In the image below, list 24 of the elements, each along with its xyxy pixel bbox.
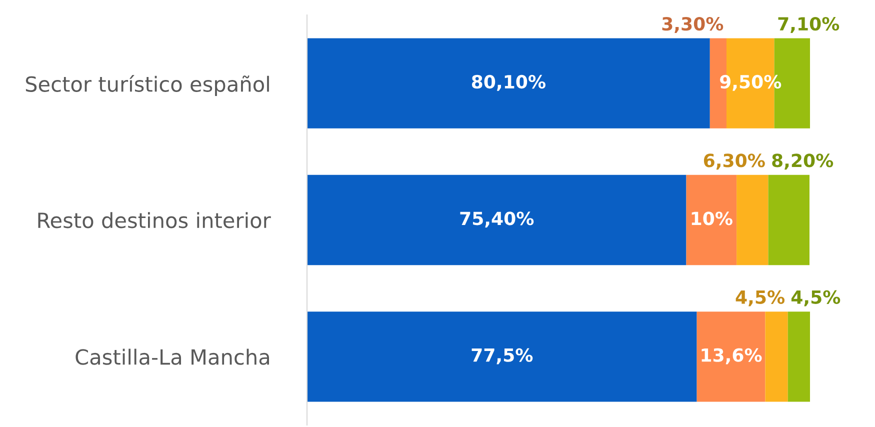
data-label: 3,30% (662, 16, 724, 33)
data-label: 9,50% (720, 74, 782, 91)
bar (768, 174, 810, 266)
data-label: 4,5% (791, 290, 840, 306)
bar (307, 312, 697, 402)
data-label: 13,6% (702, 348, 762, 364)
data-label: 7,10% (778, 16, 840, 33)
data-label: 80,10% (472, 74, 546, 91)
bar (696, 312, 766, 402)
data-label: 10% (692, 212, 732, 226)
y-tick-label: Castilla-La Mancha (76, 348, 269, 365)
bar (736, 174, 768, 266)
data-label: 6,30% (704, 154, 765, 170)
bar (307, 38, 710, 128)
data-label: 77,5% (472, 348, 533, 364)
y-tick-label: Resto destinos interior (38, 212, 271, 228)
y-tick-label: Sector turístico español (26, 75, 269, 96)
data-label: 8,20% (772, 154, 834, 170)
bar (765, 312, 788, 402)
data-label: 4,5% (736, 290, 785, 306)
bar (788, 312, 810, 402)
data-label: 75,40% (460, 212, 534, 228)
bar (686, 174, 737, 266)
bar (307, 174, 686, 266)
